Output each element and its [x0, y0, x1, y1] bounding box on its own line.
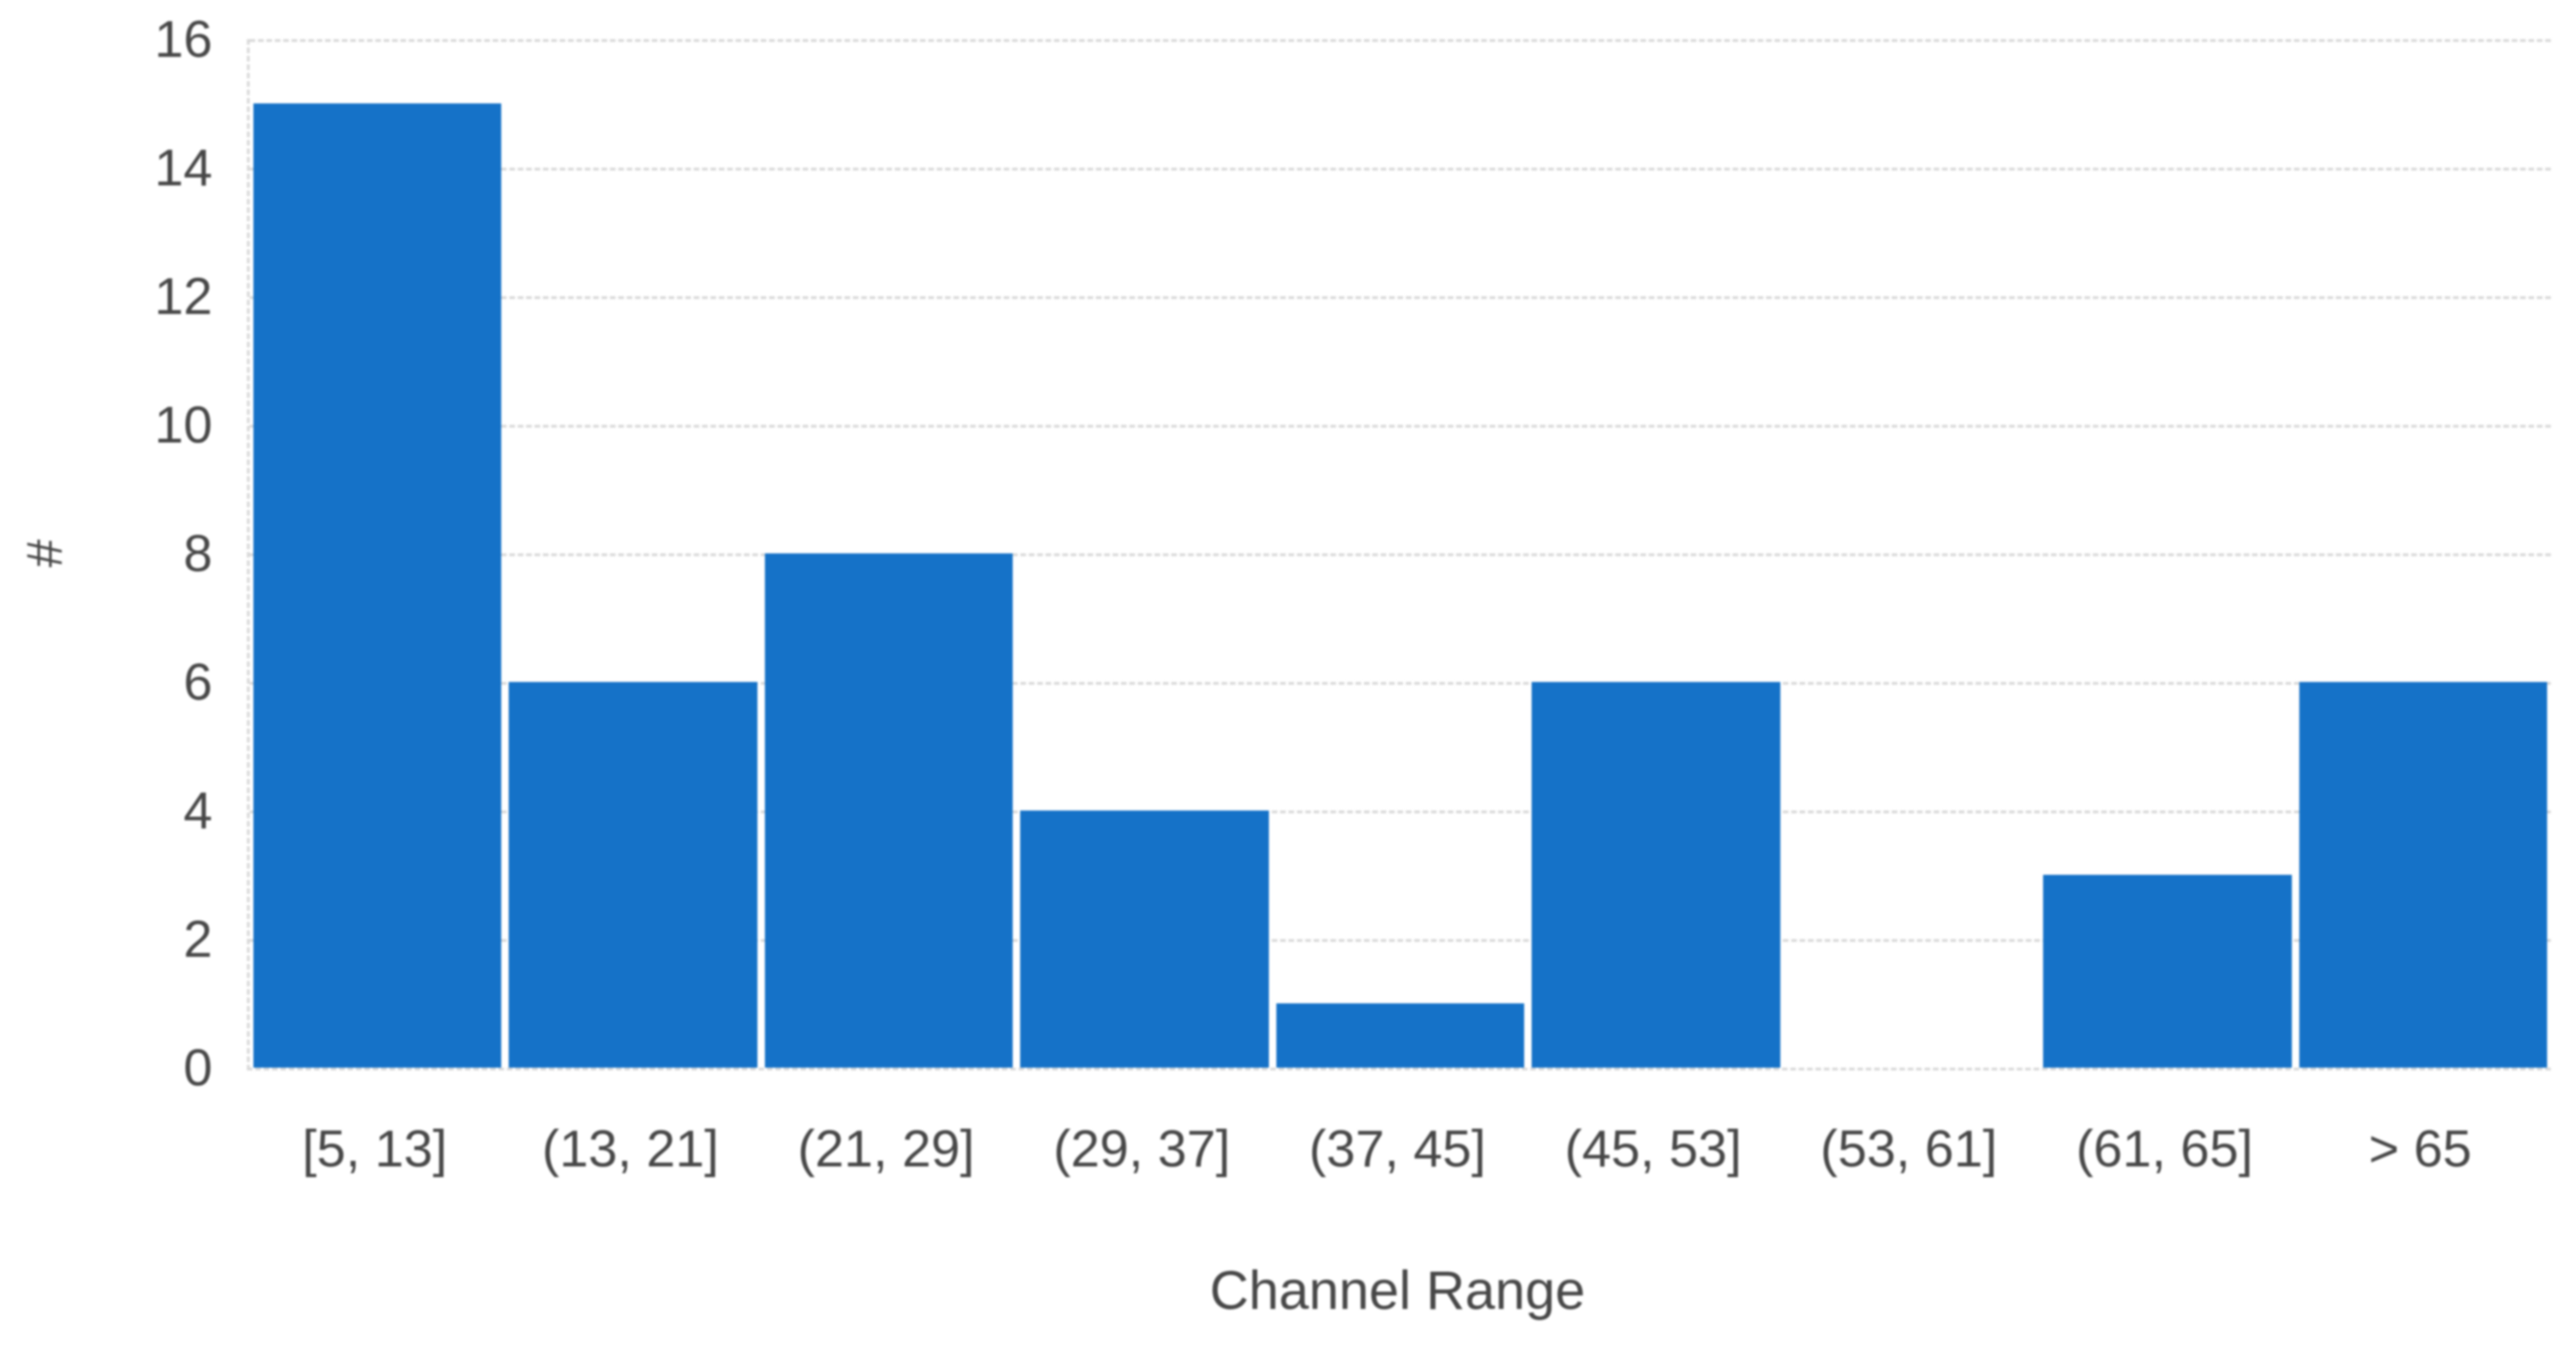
y-tick-label-14: 14 [154, 138, 212, 197]
gridline-16 [250, 39, 2551, 42]
y-tick-label-0: 0 [183, 1038, 212, 1097]
y-tick-label-8: 8 [183, 524, 212, 582]
plot-area [247, 39, 2551, 1070]
bar-(29, 37] [1020, 811, 1269, 1068]
y-tick-label-10: 10 [154, 395, 212, 454]
bar-(61, 65] [2043, 875, 2292, 1068]
gridline-4 [250, 811, 2551, 813]
x-tick-label-3: (21, 29] [797, 1119, 975, 1178]
bar-(45, 53] [1532, 682, 1780, 1068]
gridline-12 [250, 296, 2551, 299]
gridline-2 [250, 939, 2551, 942]
gridline-8 [250, 553, 2551, 556]
gridline-14 [250, 168, 2551, 170]
bar-> 65 [2298, 682, 2547, 1068]
x-tick-label-1: [5, 13] [302, 1119, 448, 1178]
x-tick-label-6: (45, 53] [1564, 1119, 1742, 1178]
y-tick-label-16: 16 [154, 9, 212, 68]
x-tick-label-8: (61, 65] [2076, 1119, 2254, 1178]
y-tick-label-12: 12 [154, 266, 212, 325]
bar-(37, 45] [1275, 1003, 1525, 1068]
y-tick-label-2: 2 [183, 909, 212, 968]
bar-(21, 29] [764, 553, 1014, 1068]
x-tick-label-7: (53, 61] [1820, 1119, 1997, 1178]
x-tick-label-5: (37, 45] [1309, 1119, 1486, 1178]
x-axis-title: Channel Range [1209, 1260, 1586, 1321]
x-tick-label-9: > 65 [2368, 1119, 2473, 1178]
gridline-10 [250, 425, 2551, 428]
bar-(13, 21] [509, 682, 757, 1068]
y-tick-label-6: 6 [183, 652, 212, 711]
y-tick-label-4: 4 [183, 781, 212, 839]
bar-[5, 13] [253, 103, 502, 1068]
x-tick-label-2: (13, 21] [541, 1119, 719, 1178]
gridline-6 [250, 682, 2551, 685]
x-tick-label-4: (29, 37] [1053, 1119, 1231, 1178]
